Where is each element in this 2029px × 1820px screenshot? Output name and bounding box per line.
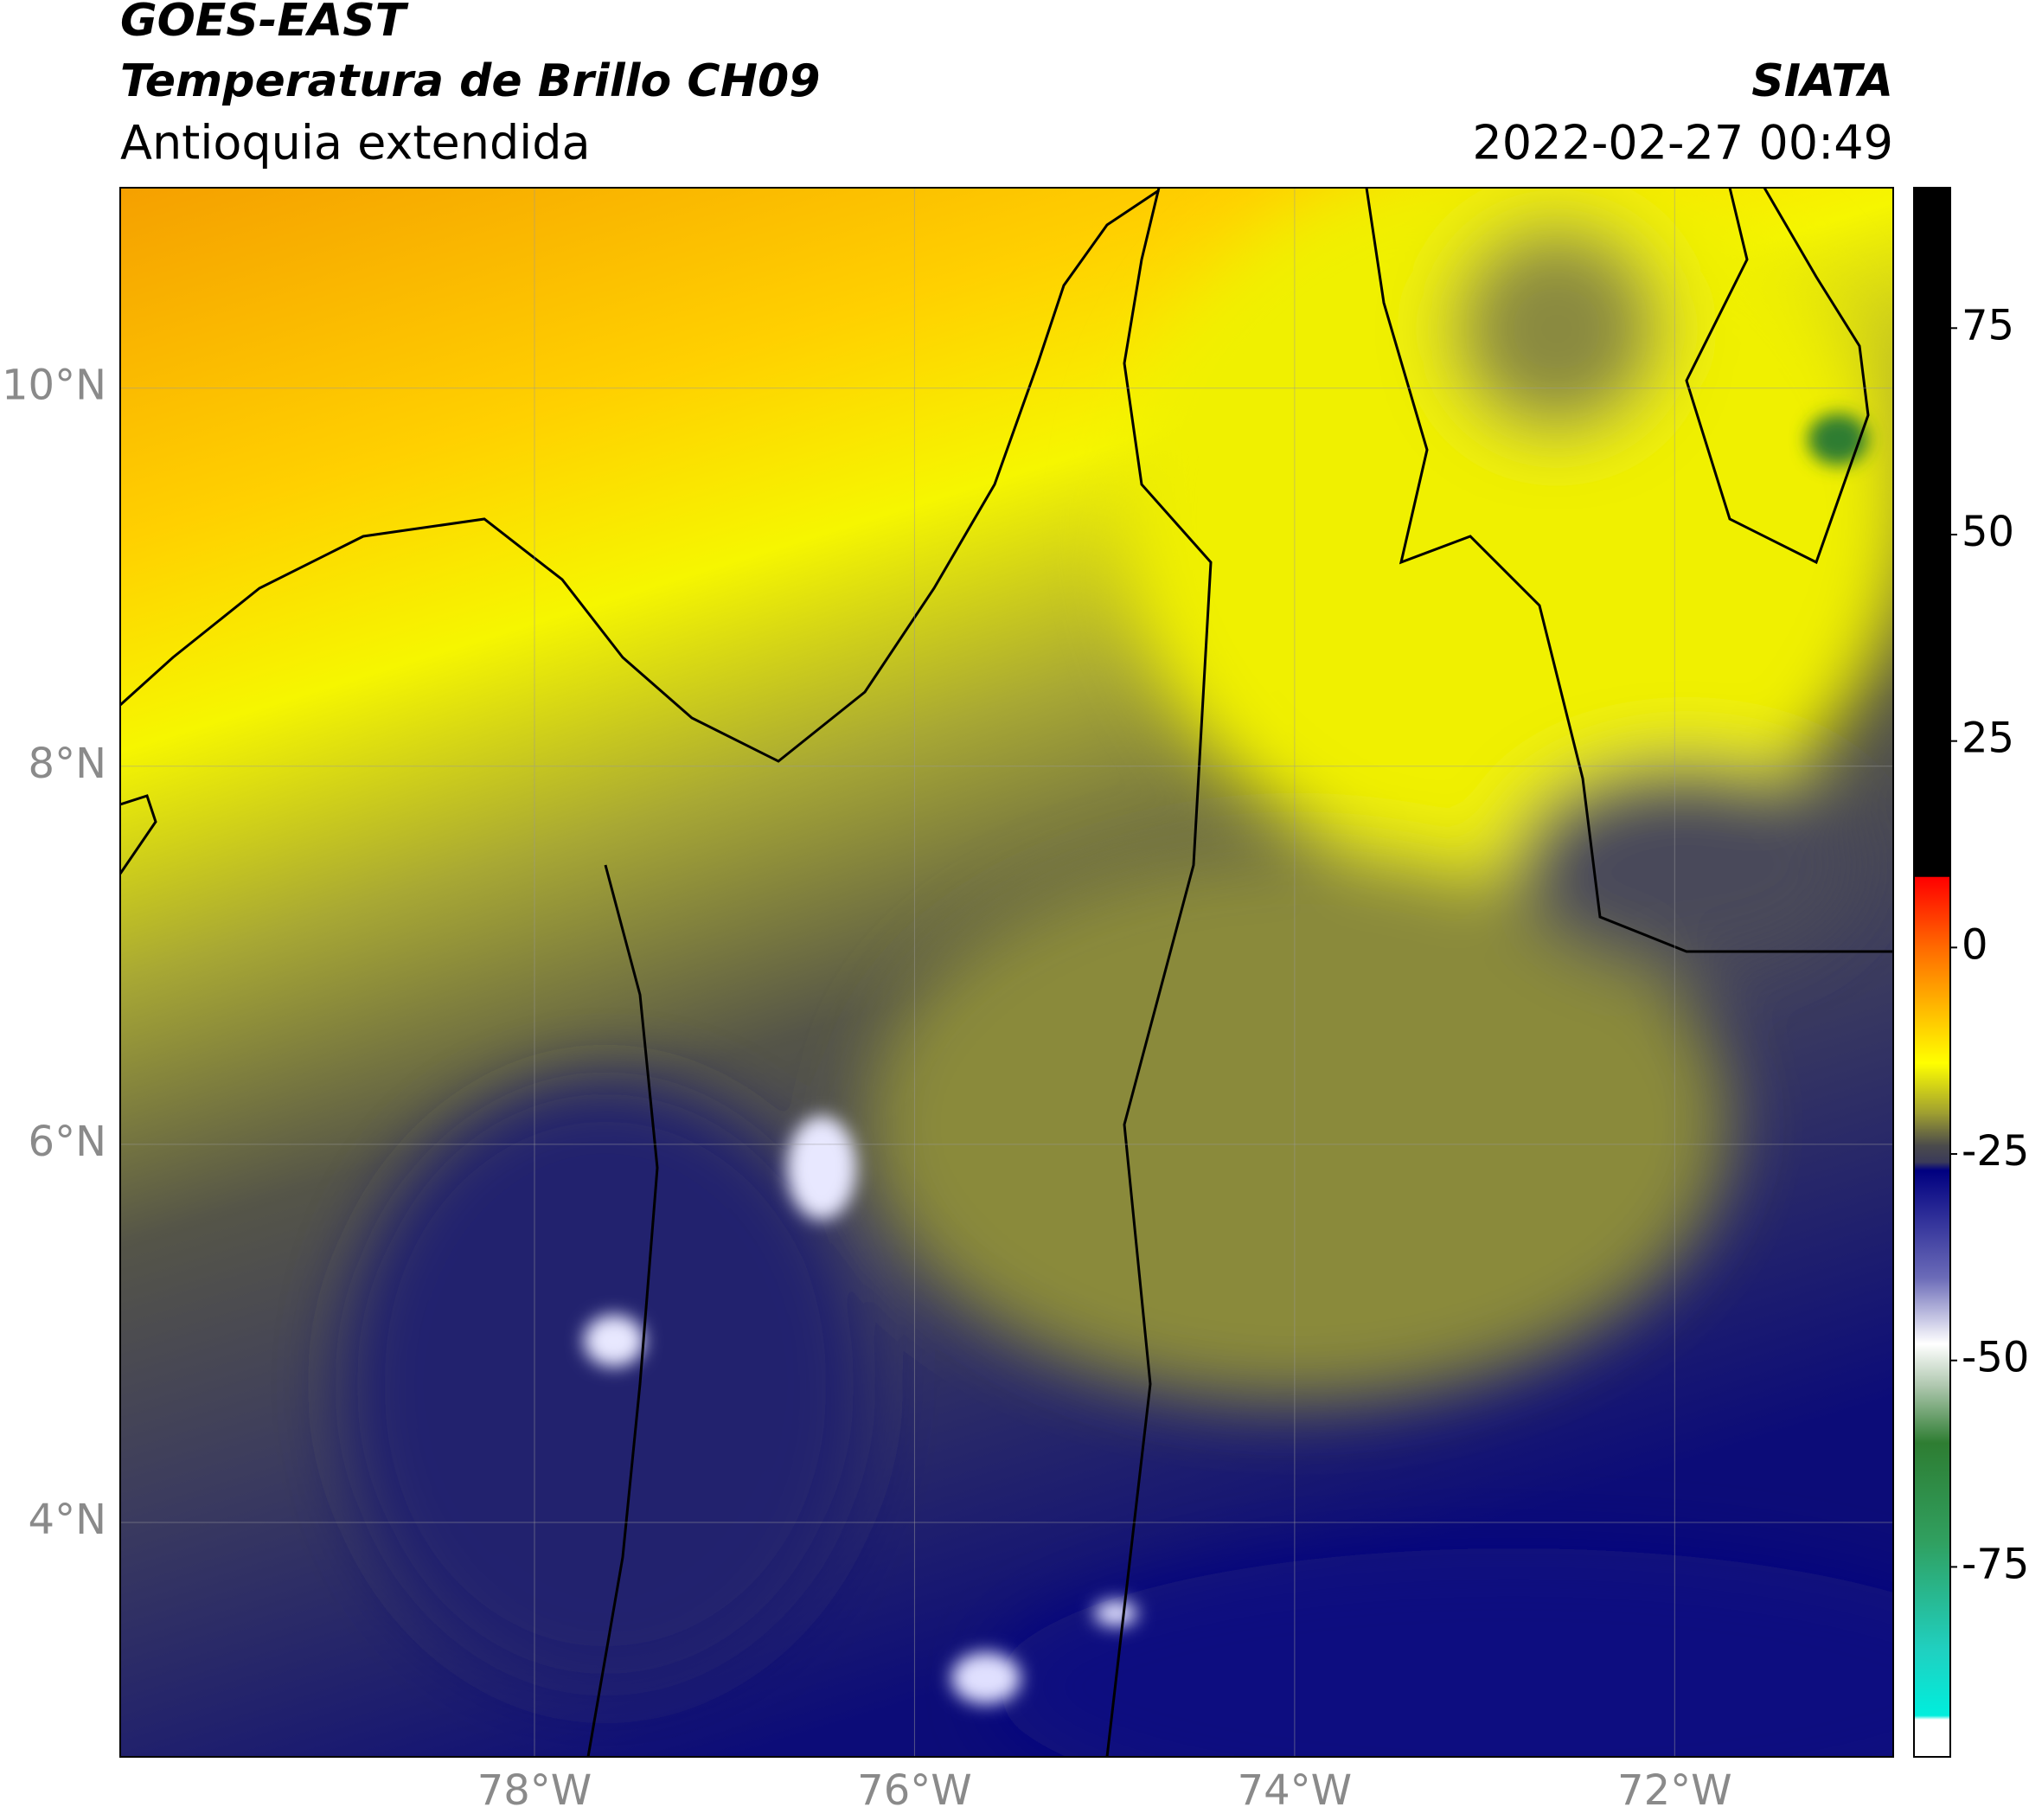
lon-tick-label: 78°W — [477, 1766, 592, 1815]
lat-tick-label: 6°N — [29, 1118, 106, 1166]
lat-tick-label: 4°N — [29, 1496, 106, 1544]
colorbar-tick-label: -75 — [1962, 1540, 2029, 1588]
region: Antioquia extendida — [120, 116, 591, 170]
satellite-field — [120, 188, 1893, 1757]
datetime: 2022-02-27 00:49 — [1472, 116, 1893, 170]
lat-tick-label: 8°N — [29, 740, 106, 788]
colorbar-tick-label: 0 — [1962, 920, 1988, 969]
colorbar-tick-label: 75 — [1962, 301, 2014, 349]
lat-tick-label: 10°N — [2, 362, 106, 410]
colorbar-tick-label: 50 — [1962, 508, 2014, 556]
subtitle: Temperatura de Brillo CH09 — [120, 55, 820, 107]
lon-tick-label: 74°W — [1238, 1766, 1353, 1815]
lon-tick-label: 76°W — [857, 1766, 972, 1815]
colorbar-tick-label: -50 — [1962, 1334, 2029, 1382]
source: SIATA — [1751, 55, 1893, 107]
title: GOES-EAST — [120, 0, 409, 47]
coastlines — [120, 188, 1893, 1757]
colorbar-tick-label: -25 — [1962, 1127, 2029, 1176]
lon-tick-label: 72°W — [1617, 1766, 1732, 1815]
map-frame — [119, 187, 1894, 1758]
colorbar — [1913, 187, 1951, 1758]
colorbar-tick-label: 25 — [1962, 715, 2014, 763]
